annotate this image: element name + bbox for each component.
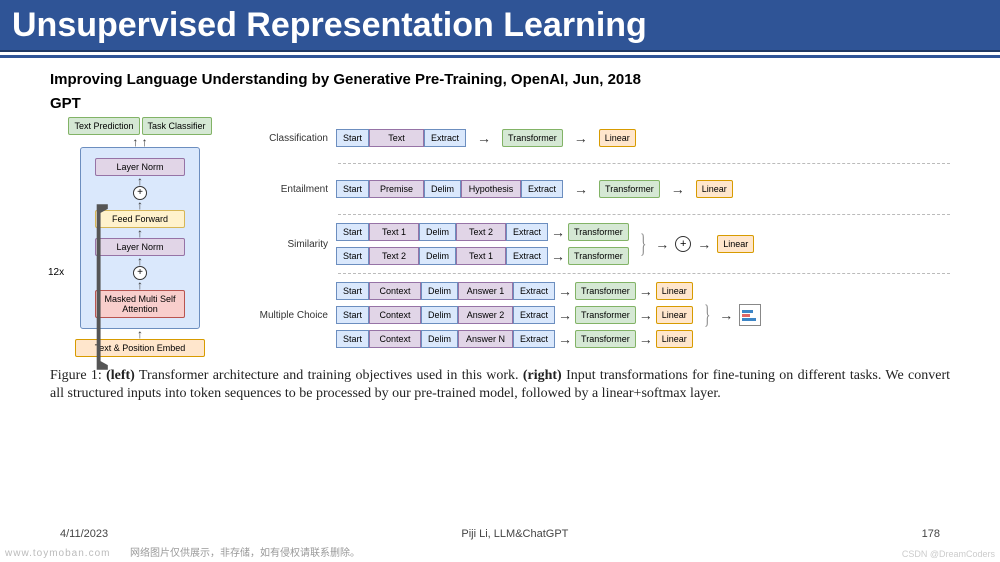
softmax-icon (739, 304, 761, 326)
slide: Unsupervised Representation Learning Imp… (0, 0, 1000, 562)
repeat-label: 12x (48, 267, 64, 278)
slide-title: Unsupervised Representation Learning (12, 6, 647, 45)
watermark-notice: 网络图片仅供展示，非存储，如有侵权请联系删除。 (130, 544, 360, 559)
paper-title: Improving Language Understanding by Gene… (50, 70, 950, 90)
figure-1: 12x [ Text Prediction Task Classifier ↑ … (50, 117, 950, 357)
row-label: Classification (250, 133, 328, 144)
content-area: Improving Language Understanding by Gene… (0, 58, 1000, 357)
plus-icon: + (675, 236, 691, 252)
similarity-row: Similarity Start Text 1 Delim Text 2 Ext… (250, 223, 950, 265)
bracket-icon: } (640, 229, 646, 259)
footer-date: 4/11/2023 (60, 528, 108, 540)
slide-footer: 4/11/2023 Piji Li, LLM&ChatGPT 178 (0, 528, 1000, 540)
brace-icon: [ (93, 177, 110, 377)
task-formats: Classification Start Text Extract → Tran… (250, 117, 950, 348)
transformer-architecture: 12x [ Text Prediction Task Classifier ↑ … (50, 117, 230, 357)
task-classifier-box: Task Classifier (142, 117, 212, 135)
figure-caption: Figure 1: (left) Transformer architectur… (50, 367, 950, 403)
title-bar: Unsupervised Representation Learning (0, 0, 1000, 52)
divider (338, 163, 950, 164)
arrow-up-icon: ↑ ↑ (132, 137, 147, 147)
footer-page: 178 (922, 528, 940, 540)
model-name: GPT (50, 94, 950, 114)
entailment-row: Entailment Start Premise Delim Hypothesi… (250, 172, 950, 206)
watermark-site: www.toymoban.com (5, 548, 110, 559)
arrow-right-icon: → (477, 130, 491, 146)
footer-author: Piji Li, LLM&ChatGPT (461, 528, 568, 540)
classification-row: Classification Start Text Extract → Tran… (250, 121, 950, 155)
multiple-choice-row: Multiple Choice Start Context Delim Answ… (250, 282, 950, 348)
text-prediction-box: Text Prediction (68, 117, 139, 135)
watermark-csdn: CSDN @DreamCoders (902, 549, 995, 559)
